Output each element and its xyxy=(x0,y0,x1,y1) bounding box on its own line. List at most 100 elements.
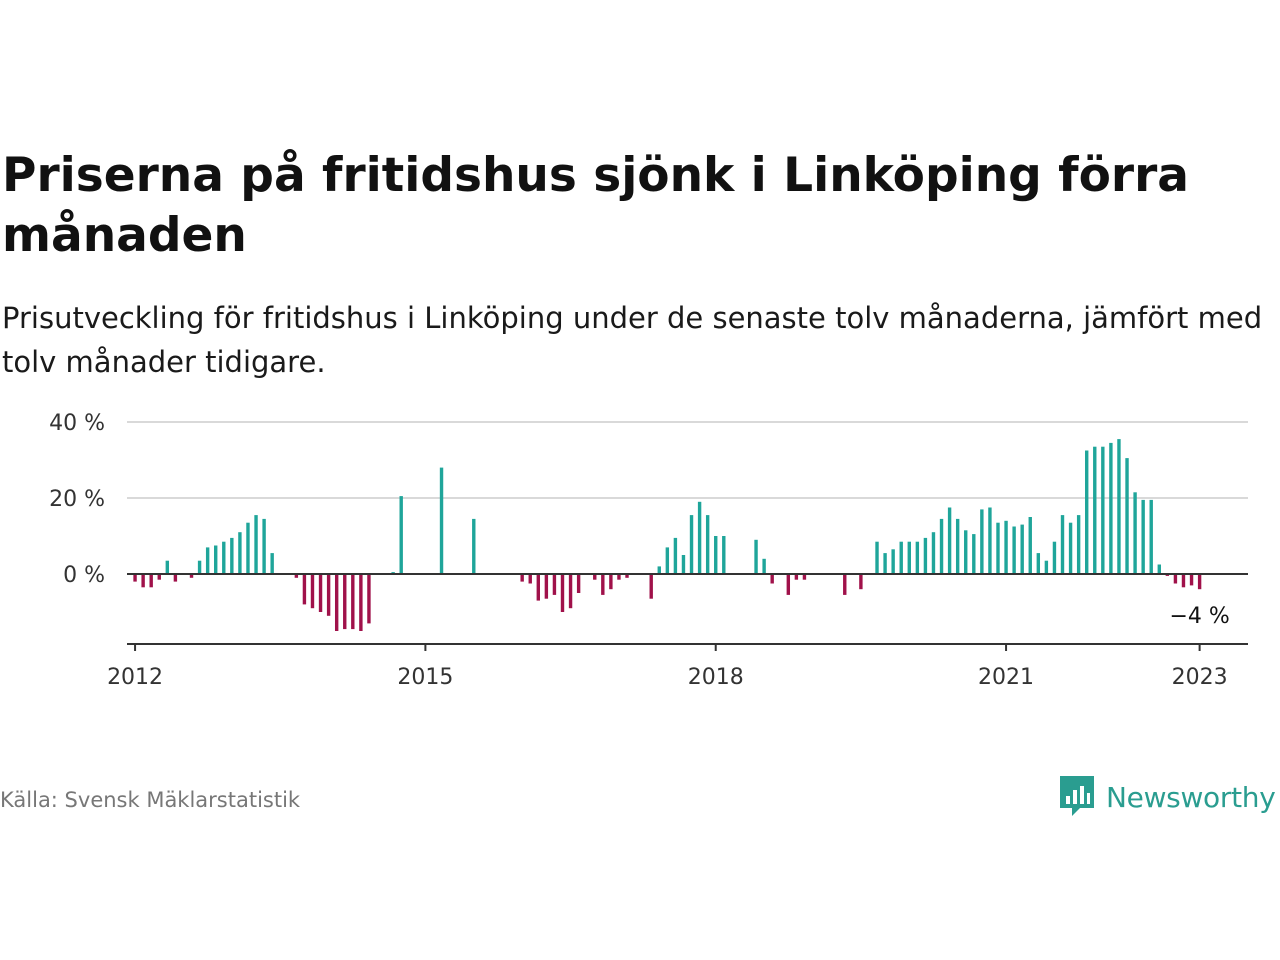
bar-negative xyxy=(351,574,355,630)
bar-positive xyxy=(1044,560,1049,574)
bar-positive xyxy=(689,515,694,574)
bar-negative xyxy=(560,574,565,612)
tick-labels-group: 0 % 20 % 40 % 2012 2015 2018 2021 2023 −4 % xyxy=(49,411,1230,690)
bar-positive xyxy=(972,534,976,574)
bar-negative xyxy=(141,574,145,588)
x-tick-label: 2021 xyxy=(978,665,1034,690)
bar-positive xyxy=(246,522,250,574)
x-tick-label: 2018 xyxy=(688,665,744,690)
bar-positive xyxy=(996,522,1000,574)
bar-positive xyxy=(762,558,766,574)
bar-positive xyxy=(754,539,758,574)
bar-negative xyxy=(149,574,153,588)
bar-positive xyxy=(1101,446,1105,574)
y-tick-label: 40 % xyxy=(49,411,105,436)
bar-positive xyxy=(1133,492,1137,574)
bar-positive xyxy=(955,518,960,574)
bar-negative xyxy=(859,574,863,590)
bar-positive xyxy=(1141,499,1145,574)
bar-negative xyxy=(770,574,774,584)
bar-positive xyxy=(238,532,242,574)
bar-negative xyxy=(568,574,573,609)
gridlines xyxy=(127,421,1248,499)
bar-positive xyxy=(222,541,226,574)
bar-positive xyxy=(1060,515,1065,574)
bar-negative xyxy=(617,574,621,580)
bar-negative xyxy=(189,574,194,578)
bar-negative xyxy=(1189,574,1194,586)
bar-negative xyxy=(520,574,524,582)
bar-negative xyxy=(625,574,629,578)
bar-positive xyxy=(1076,515,1081,574)
bar-positive xyxy=(399,496,403,574)
bar-negative xyxy=(326,574,331,616)
bar-positive xyxy=(1068,522,1073,574)
bar-positive xyxy=(1020,524,1024,574)
bar-negative xyxy=(536,574,540,601)
bar-chart: 0 % 20 % 40 % 2012 2015 2018 2021 2023 −4 % xyxy=(49,411,1248,690)
bar-negative xyxy=(786,574,791,595)
bar-positive xyxy=(270,553,274,574)
bar-positive xyxy=(907,541,911,574)
bar-negative xyxy=(157,574,161,580)
chart-title: Priserna på fritidshus sjönk i Linköping… xyxy=(2,148,1189,263)
bar-positive xyxy=(705,515,710,574)
bar-positive xyxy=(1085,450,1089,574)
bar-negative xyxy=(576,574,581,593)
x-tick-label: 2015 xyxy=(397,665,453,690)
bar-positive xyxy=(681,555,686,574)
bars-group xyxy=(133,439,1202,631)
brand-logo[interactable]: Newsworthy xyxy=(1058,774,1276,820)
bar-positive xyxy=(1093,446,1097,574)
bar-positive xyxy=(923,537,928,574)
bar-negative xyxy=(649,574,653,599)
bar-positive xyxy=(1149,499,1153,574)
bar-negative xyxy=(294,574,299,578)
bar-negative xyxy=(359,574,363,631)
bar-positive xyxy=(988,507,992,574)
bar-positive xyxy=(931,532,936,574)
latest-value-label: −4 % xyxy=(1169,604,1229,629)
bar-positive xyxy=(1004,520,1008,574)
bar-positive xyxy=(915,541,920,574)
bar-positive xyxy=(254,515,258,574)
chart-subtitle: Prisutveckling för fritidshus i Linköpin… xyxy=(2,301,1263,379)
axes-group xyxy=(127,573,1248,651)
bar-positive xyxy=(1117,439,1121,574)
bar-positive xyxy=(665,547,670,574)
bar-positive xyxy=(875,541,879,574)
bar-positive xyxy=(891,549,895,574)
bar-positive xyxy=(697,501,702,574)
source-note: Källa: Svensk Mäklarstatistik xyxy=(0,788,301,812)
bar-negative xyxy=(1181,574,1186,588)
bar-positive xyxy=(1052,541,1057,574)
bar-positive xyxy=(262,518,266,574)
bar-positive xyxy=(197,560,202,574)
bar-positive xyxy=(1157,564,1161,574)
bar-positive xyxy=(964,530,968,574)
bar-negative xyxy=(593,574,597,580)
bar-negative xyxy=(334,574,339,631)
bar-negative xyxy=(802,574,807,580)
y-tick-label: 20 % xyxy=(49,487,105,512)
bar-positive xyxy=(657,566,661,574)
bar-positive xyxy=(883,553,887,574)
bar-negative xyxy=(1197,574,1202,590)
bar-positive xyxy=(1125,458,1129,574)
x-tick-label: 2023 xyxy=(1172,665,1228,690)
bar-positive xyxy=(1028,517,1032,574)
bar-negative xyxy=(609,574,613,590)
bar-negative xyxy=(302,574,307,605)
bar-negative xyxy=(843,574,847,595)
bar-positive xyxy=(899,541,903,574)
bar-positive xyxy=(722,536,726,574)
bar-positive xyxy=(230,537,234,574)
bar-negative xyxy=(601,574,605,595)
bar-negative xyxy=(552,574,557,595)
bar-negative xyxy=(343,574,347,630)
bar-positive xyxy=(939,518,944,574)
bar-positive xyxy=(947,507,952,574)
bar-positive xyxy=(980,509,984,574)
bar-negative xyxy=(318,574,323,612)
newsworthy-logo-icon xyxy=(1060,776,1094,816)
